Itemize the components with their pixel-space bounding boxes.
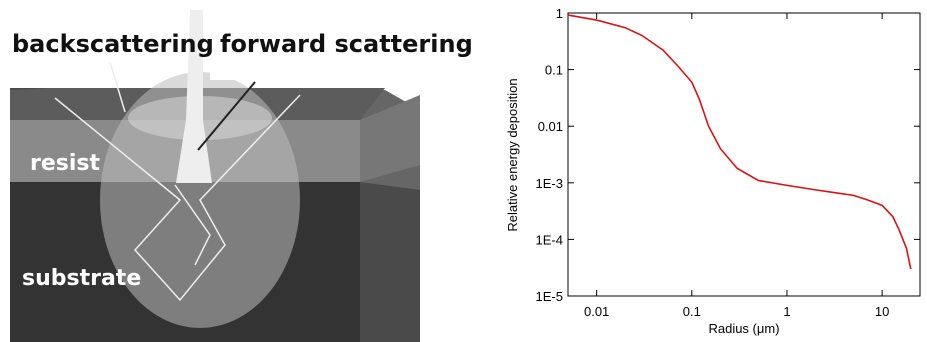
y-axis-title: Relative energy deposition <box>505 78 520 231</box>
x-tick-label: 10 <box>875 304 889 319</box>
plot-frame <box>567 12 921 297</box>
y-tick-label: 0.01 <box>538 119 563 134</box>
y-tick-label: 0.1 <box>545 63 563 78</box>
label: resist <box>30 151 101 176</box>
chart: Radius (μm) Relative energy deposition 0… <box>505 6 921 336</box>
x-tick-label: 0.01 <box>584 304 609 319</box>
label-box <box>210 20 440 80</box>
resist-side <box>360 95 420 182</box>
x-tick-label: 1 <box>783 304 790 319</box>
beam <box>176 10 212 183</box>
label-box <box>0 20 185 62</box>
x-axis-title: Radius (μm) <box>708 321 779 336</box>
label: substrate <box>22 266 141 291</box>
y-tick-label: 1E-4 <box>536 232 563 247</box>
x-tick-label: 0.1 <box>683 304 701 319</box>
trajectories <box>54 61 301 302</box>
y-tick-label: 1E-3 <box>536 176 563 191</box>
diagram: backscattering forward scattering resist… <box>0 10 473 342</box>
data-line <box>567 14 912 270</box>
label: backscattering <box>12 30 214 58</box>
y-tick-label: 1 <box>556 6 563 21</box>
y-tick-label: 1E-5 <box>536 289 563 304</box>
label: forward scattering <box>220 30 473 58</box>
